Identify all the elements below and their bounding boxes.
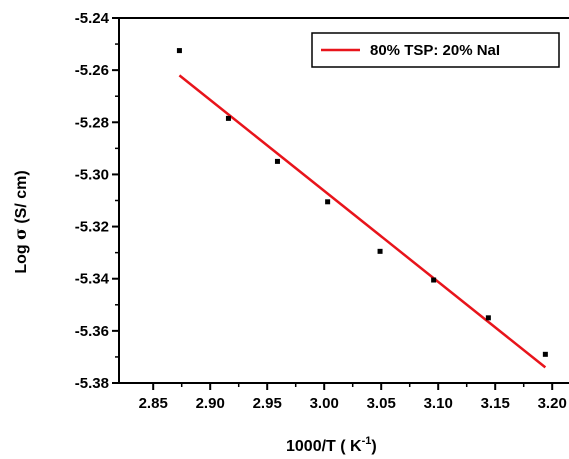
y-axis-tick-labels: -5.24 -5.26 -5.28 -5.30 -5.32 -5.34 -5.36 -5.38 xyxy=(75,10,110,392)
x-axis-title: 1000/T ( K-1) xyxy=(286,435,377,455)
x-tick-label: 2.85 xyxy=(139,395,168,412)
data-point xyxy=(225,115,231,121)
y-axis-title-suffix: (S/ cm) xyxy=(13,170,30,228)
data-point xyxy=(325,199,331,205)
y-axis-ticks xyxy=(112,17,119,384)
y-tick-label: -5.34 xyxy=(75,271,110,288)
y-axis-title: Log σ (S/ cm) xyxy=(11,170,30,273)
data-point xyxy=(542,351,548,357)
y-axis-title-symbol: σ xyxy=(11,228,30,240)
x-axis-title-superscript: -1 xyxy=(362,435,372,447)
data-point xyxy=(485,315,491,321)
y-tick-label: -5.38 xyxy=(75,375,109,392)
x-tick-label: 3.20 xyxy=(538,395,567,412)
y-tick-label: -5.28 xyxy=(75,114,109,131)
y-tick-label: -5.24 xyxy=(75,10,110,27)
x-axis-title-main: 1000/T ( K xyxy=(286,438,362,455)
data-point xyxy=(274,158,280,164)
data-points xyxy=(176,48,548,357)
plot-frame xyxy=(118,17,569,384)
x-axis-tick-labels: 2.85 2.90 2.95 3.00 3.05 3.10 3.15 3.20 xyxy=(139,395,567,412)
y-axis-title-prefix: Log xyxy=(13,240,30,274)
legend-label: 80% TSP: 20% NaI xyxy=(370,42,500,59)
fit-line xyxy=(178,74,547,369)
x-tick-label: 2.90 xyxy=(196,395,225,412)
y-tick-label: -5.32 xyxy=(75,219,109,236)
legend-box xyxy=(311,32,560,68)
x-tick-label: 3.15 xyxy=(481,395,510,412)
x-tick-label: 2.95 xyxy=(253,395,282,412)
legend: 80% TSP: 20% NaI xyxy=(311,32,560,68)
x-axis-ticks xyxy=(152,383,554,390)
y-tick-label: -5.30 xyxy=(75,166,109,183)
x-tick-label: 3.00 xyxy=(310,395,339,412)
plot-area xyxy=(119,18,569,383)
x-axis-title-close: ) xyxy=(371,438,376,455)
y-tick-label: -5.26 xyxy=(75,62,109,79)
data-point xyxy=(431,277,437,283)
fit-line-layer xyxy=(178,74,547,369)
x-tick-label: 3.10 xyxy=(424,395,453,412)
y-tick-label: -5.36 xyxy=(75,323,109,340)
x-tick-label: 3.05 xyxy=(367,395,396,412)
data-point xyxy=(377,248,383,254)
data-point xyxy=(176,48,182,54)
